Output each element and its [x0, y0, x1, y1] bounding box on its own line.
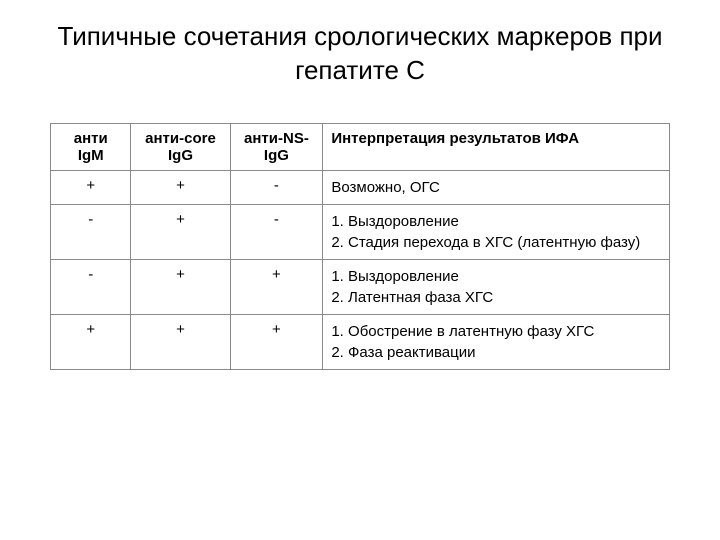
header-core: анти-core IgG	[131, 123, 230, 170]
cell-interp: 1. Выздоровление 2. Латентная фаза ХГС	[323, 259, 670, 314]
cell-interp: 1. Выздоровление 2. Стадия перехода в ХГ…	[323, 204, 670, 259]
cell-core: +	[131, 259, 230, 314]
cell-interp: Возможно, ОГС	[323, 170, 670, 204]
cell-igm: -	[51, 259, 131, 314]
page-title: Типичные сочетания срологических маркеро…	[50, 20, 670, 88]
table-row: + + - Возможно, ОГС	[51, 170, 670, 204]
cell-core: +	[131, 170, 230, 204]
cell-core: +	[131, 204, 230, 259]
cell-igm: +	[51, 314, 131, 369]
cell-ns: -	[230, 170, 323, 204]
markers-table: анти IgM анти-core IgG анти-NS-IgG Интер…	[50, 123, 670, 370]
cell-igm: -	[51, 204, 131, 259]
table-row: - + + 1. Выздоровление 2. Латентная фаза…	[51, 259, 670, 314]
header-ns: анти-NS-IgG	[230, 123, 323, 170]
header-interp: Интерпретация результатов ИФА	[323, 123, 670, 170]
table-header-row: анти IgM анти-core IgG анти-NS-IgG Интер…	[51, 123, 670, 170]
table-row: + + + 1. Обострение в латентную фазу ХГС…	[51, 314, 670, 369]
header-igm: анти IgM	[51, 123, 131, 170]
table-row: - + - 1. Выздоровление 2. Стадия переход…	[51, 204, 670, 259]
cell-ns: +	[230, 314, 323, 369]
cell-core: +	[131, 314, 230, 369]
cell-ns: -	[230, 204, 323, 259]
cell-ns: +	[230, 259, 323, 314]
cell-interp: 1. Обострение в латентную фазу ХГС 2. Фа…	[323, 314, 670, 369]
cell-igm: +	[51, 170, 131, 204]
